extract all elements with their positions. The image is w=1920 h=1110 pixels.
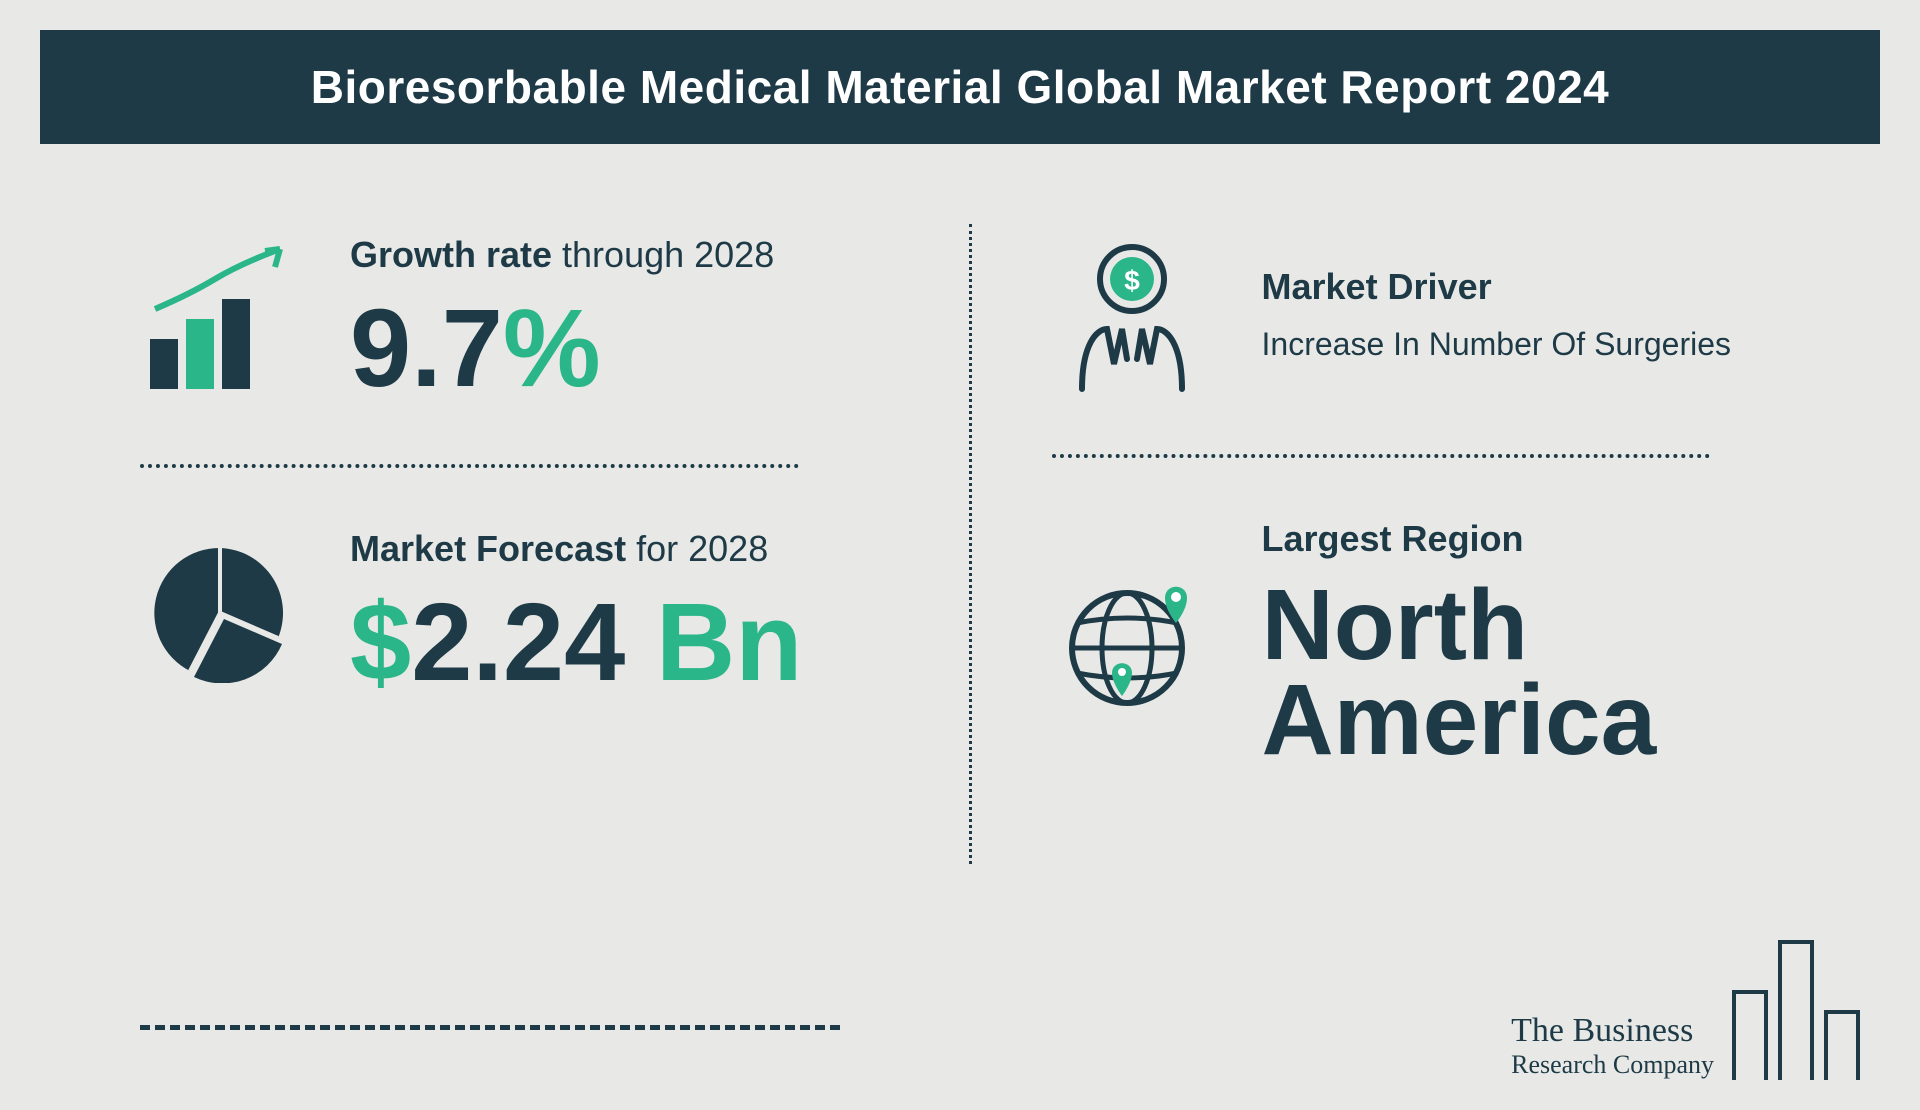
dotted-divider-right	[1052, 454, 1711, 458]
right-column: $ Market Driver Increase In Number Of Su…	[1052, 214, 1801, 864]
growth-chart-icon	[140, 239, 300, 399]
driver-body: Increase In Number Of Surgeries	[1262, 326, 1801, 363]
region-text: Largest Region North America	[1262, 518, 1801, 768]
forecast-value: $2.24 Bn	[350, 588, 889, 698]
region-label: Largest Region	[1262, 518, 1801, 560]
market-driver-block: $ Market Driver Increase In Number Of Su…	[1052, 214, 1801, 434]
growth-text: Growth rate through 2028 9.7%	[350, 234, 889, 404]
header-bar: Bioresorbable Medical Material Global Ma…	[40, 30, 1880, 144]
growth-label: Growth rate through 2028	[350, 234, 889, 276]
growth-rate-block: Growth rate through 2028 9.7%	[140, 214, 889, 444]
logo-bars-icon	[1732, 940, 1860, 1080]
page-title: Bioresorbable Medical Material Global Ma…	[60, 60, 1860, 114]
region-value: North America	[1262, 578, 1801, 768]
driver-text: Market Driver Increase In Number Of Surg…	[1262, 266, 1801, 363]
left-column: Growth rate through 2028 9.7%	[140, 214, 889, 864]
content-grid: Growth rate through 2028 9.7%	[0, 144, 1920, 864]
dashed-divider-bottom	[140, 1025, 840, 1030]
growth-value: 9.7%	[350, 294, 889, 404]
dotted-divider-left	[140, 464, 799, 468]
hands-money-icon: $	[1052, 234, 1212, 394]
logo-text: The Business Research Company	[1511, 1012, 1714, 1080]
globe-pin-icon	[1052, 563, 1212, 723]
forecast-text: Market Forecast for 2028 $2.24 Bn	[350, 528, 889, 698]
region-block: Largest Region North America	[1052, 498, 1801, 808]
vertical-divider	[969, 224, 972, 864]
company-logo: The Business Research Company	[1511, 940, 1860, 1080]
driver-label: Market Driver	[1262, 266, 1801, 308]
pie-chart-icon	[140, 533, 300, 693]
forecast-block: Market Forecast for 2028 $2.24 Bn	[140, 508, 889, 738]
svg-text:$: $	[1124, 265, 1140, 296]
forecast-label: Market Forecast for 2028	[350, 528, 889, 570]
